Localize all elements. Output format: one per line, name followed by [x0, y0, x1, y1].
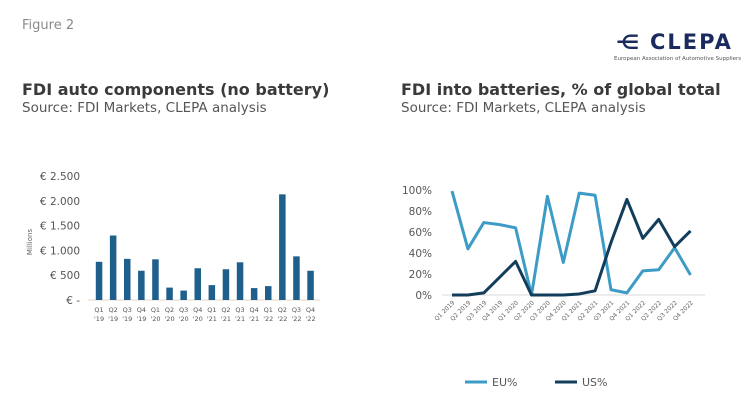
bar-y-tick-label: € 2.000: [40, 196, 80, 208]
bar-x-tick-year: '20: [193, 315, 203, 323]
bar-x-tick-year: '22: [306, 315, 316, 323]
bar-x-tick-quarter: Q1: [151, 306, 160, 314]
bar-x-tick-quarter: Q3: [292, 306, 301, 314]
bar-x-tick-year: '19: [94, 315, 104, 323]
bar: [265, 286, 272, 300]
bar: [208, 285, 216, 300]
bar: [293, 256, 300, 300]
bar-x-tick-year: '22: [263, 315, 273, 323]
bar: [109, 235, 117, 300]
series-line-us: [452, 197, 692, 297]
bar-x-tick-quarter: Q1: [207, 306, 216, 314]
bar-x-tick-year: '20: [179, 315, 189, 323]
line-y-tick-label: 20%: [409, 269, 432, 281]
line-chart-title: FDI into batteries, % of global total: [401, 80, 721, 99]
bar-x-tick-quarter: Q2: [221, 306, 230, 314]
line-y-tick-label: 40%: [409, 248, 432, 260]
bar-y-tick-label: € 500: [50, 270, 80, 282]
logo-name: CLEPA: [650, 30, 733, 54]
bar-x-tick-year: '20: [150, 315, 160, 323]
bar: [250, 288, 258, 300]
bar-chart-subtitle: Source: FDI Markets, CLEPA analysis: [22, 100, 267, 116]
bar-x-tick-quarter: Q4: [137, 306, 146, 314]
bar-x-tick-quarter: Q4: [306, 306, 315, 314]
clepa-swoosh-icon: ⋲: [616, 30, 640, 54]
bar-y-axis-label: Millions: [26, 229, 34, 256]
bar-x-tick-quarter: Q3: [235, 306, 244, 314]
line-y-tick-label: 100%: [402, 185, 432, 197]
bar: [222, 269, 230, 300]
bar: [166, 287, 173, 300]
line-y-tick-label: 60%: [409, 227, 432, 239]
bar-x-tick-year: '19: [122, 315, 132, 323]
line-chart-subtitle: Source: FDI Markets, CLEPA analysis: [401, 100, 646, 116]
bar-x-tick-quarter: Q2: [109, 306, 118, 314]
bar-x-tick-year: '22: [291, 315, 301, 323]
bar-x-tick-year: '21: [235, 315, 245, 323]
bar-x-tick-quarter: Q2: [165, 306, 174, 314]
bar: [124, 258, 131, 300]
bar: [279, 194, 286, 300]
bar: [180, 290, 187, 300]
bar: [95, 261, 103, 300]
bar-x-tick-quarter: Q4: [193, 306, 202, 314]
bar-y-tick-label: € 1.000: [40, 245, 80, 257]
line-y-tick-label: 0%: [415, 290, 432, 302]
bar-y-tick-label: € 1.500: [40, 221, 80, 233]
line-y-tick-label: 80%: [409, 206, 432, 218]
legend-label: US%: [582, 376, 608, 389]
bar-x-tick-year: '19: [108, 315, 118, 323]
bar-chart-title: FDI auto components (no battery): [22, 80, 330, 99]
bar-x-tick-year: '21: [207, 315, 217, 323]
bar-x-tick-year: '20: [165, 315, 175, 323]
bar-x-tick-quarter: Q4: [250, 306, 259, 314]
bar-y-tick-label: € -: [66, 295, 80, 307]
bar-chart: Millions € - € 500 € 1.000 € 1.500 € 2.000 € …: [26, 171, 320, 323]
bar: [152, 259, 159, 300]
bar-x-tick-year: '21: [249, 315, 259, 323]
bar: [236, 262, 244, 300]
bar-x-tick-quarter: Q3: [123, 306, 132, 314]
bar-y-tick-label: € 2.500: [40, 171, 80, 183]
clepa-logo: ⋲ CLEPA European Association of Automoti…: [612, 28, 745, 68]
bar-x-tick-year: '22: [277, 315, 287, 323]
bar-x-tick-quarter: Q1: [264, 306, 273, 314]
bar: [138, 270, 145, 300]
legend-label: EU%: [492, 376, 517, 389]
series-line-eu: [450, 190, 692, 297]
bar-x-tick-year: '19: [136, 315, 146, 323]
bar: [194, 268, 201, 300]
bar: [307, 270, 314, 300]
bar-x-tick-quarter: Q3: [179, 306, 188, 314]
logo-tagline: European Association of Automotive Suppl…: [614, 56, 742, 62]
bar-x-tick-quarter: Q2: [278, 306, 287, 314]
bar-x-tick-quarter: Q1: [94, 306, 103, 314]
figure-label: Figure 2: [22, 18, 75, 33]
bar-x-tick-year: '21: [221, 315, 231, 323]
